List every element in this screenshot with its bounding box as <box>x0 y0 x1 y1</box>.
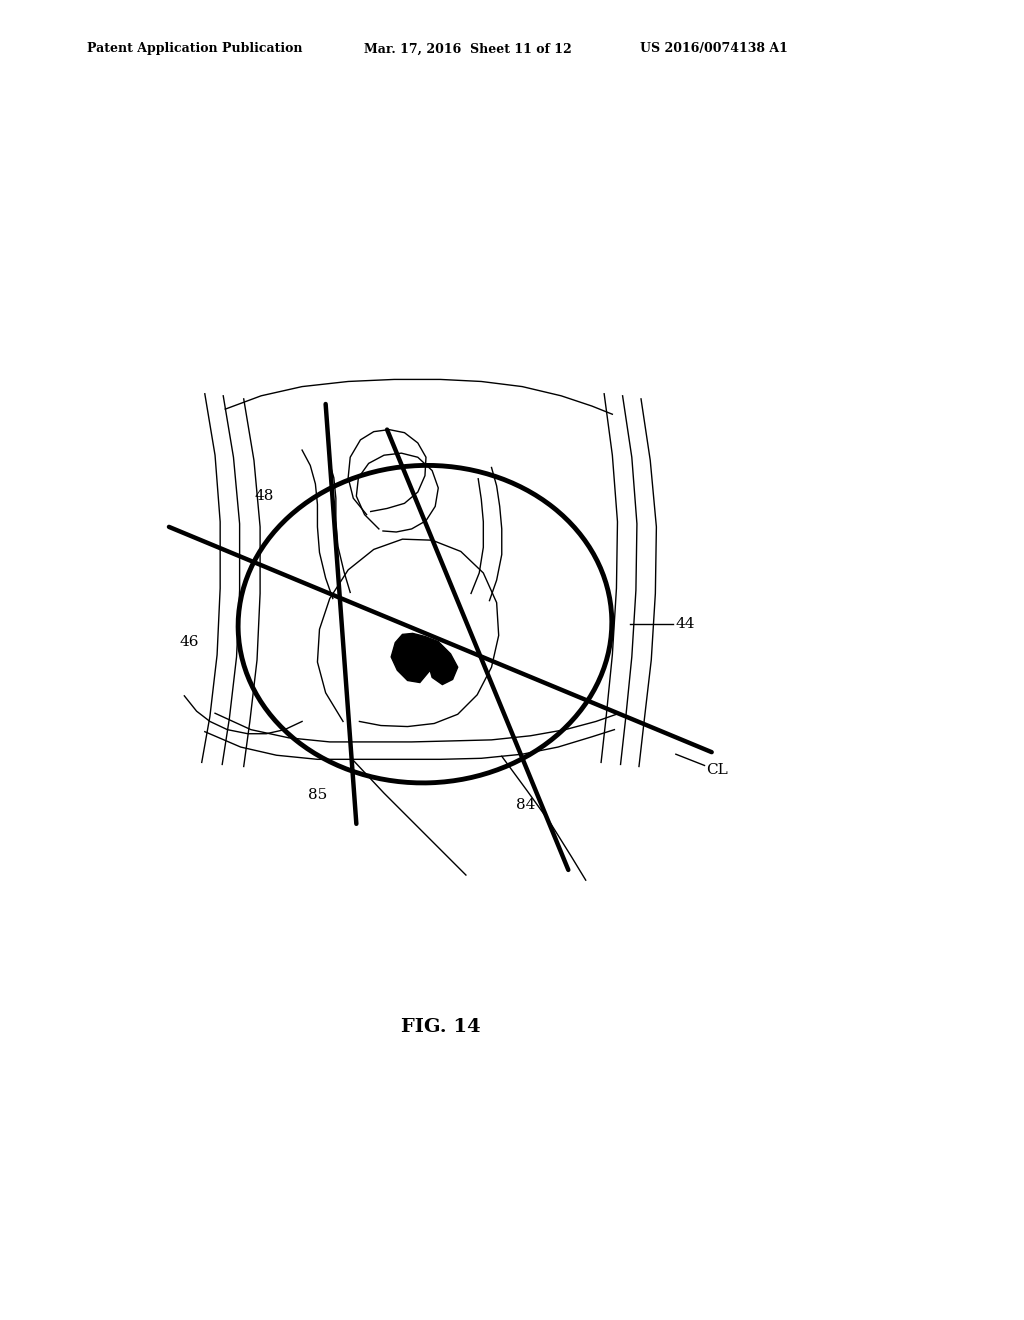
Text: 46: 46 <box>179 635 200 648</box>
Text: CL: CL <box>707 763 728 776</box>
Text: Mar. 17, 2016  Sheet 11 of 12: Mar. 17, 2016 Sheet 11 of 12 <box>364 42 571 55</box>
Polygon shape <box>391 634 458 685</box>
Text: FIG. 14: FIG. 14 <box>400 1018 480 1036</box>
Text: US 2016/0074138 A1: US 2016/0074138 A1 <box>640 42 787 55</box>
Text: 85: 85 <box>308 788 327 803</box>
Text: Patent Application Publication: Patent Application Publication <box>87 42 302 55</box>
Text: 48: 48 <box>255 490 273 503</box>
Text: 84: 84 <box>516 799 535 812</box>
Text: 44: 44 <box>676 618 695 631</box>
